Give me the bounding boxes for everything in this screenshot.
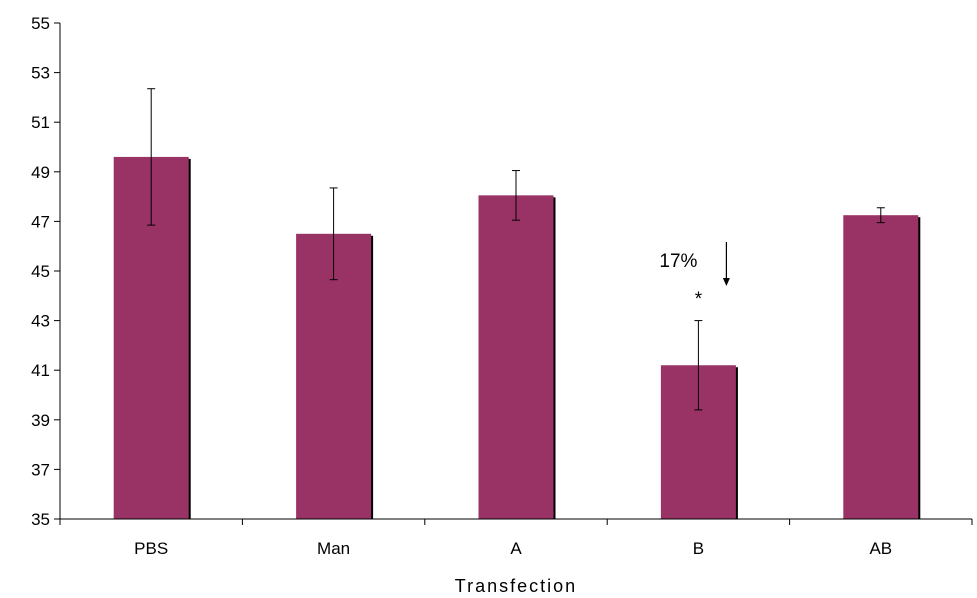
y-tick-label: 49 [31,163,50,182]
y-tick-label: 39 [31,411,50,430]
y-tick-label: 55 [31,14,50,33]
y-tick-label: 41 [31,361,50,380]
x-axis-title: Transfection [455,576,577,596]
y-tick-label: 37 [31,460,50,479]
x-tick-label: PBS [134,539,168,558]
y-tick-label: 51 [31,113,50,132]
bar-a [478,195,554,520]
down-arrow-icon [722,242,730,286]
y-axis-ticks: 35 37 39 41 43 45 47 49 51 53 55 [31,14,60,529]
significance-marker: * [695,289,703,310]
x-tick-label: AB [869,539,892,558]
y-tick-label: 53 [31,64,50,83]
percent-annotation: 17% [659,251,697,272]
x-tick-label: B [693,539,704,558]
x-axis-ticks: PBS Man A B AB [59,519,973,558]
y-tick-label: 47 [31,212,50,231]
bar-man [296,233,372,520]
x-tick-label: A [510,539,522,558]
y-tick-label: 43 [31,312,50,331]
bars [113,156,921,520]
x-tick-label: Man [317,539,350,558]
y-tick-label: 45 [31,262,50,281]
bar-ab [843,215,919,519]
y-tick-label: 35 [31,510,50,529]
error-bars [147,88,885,411]
